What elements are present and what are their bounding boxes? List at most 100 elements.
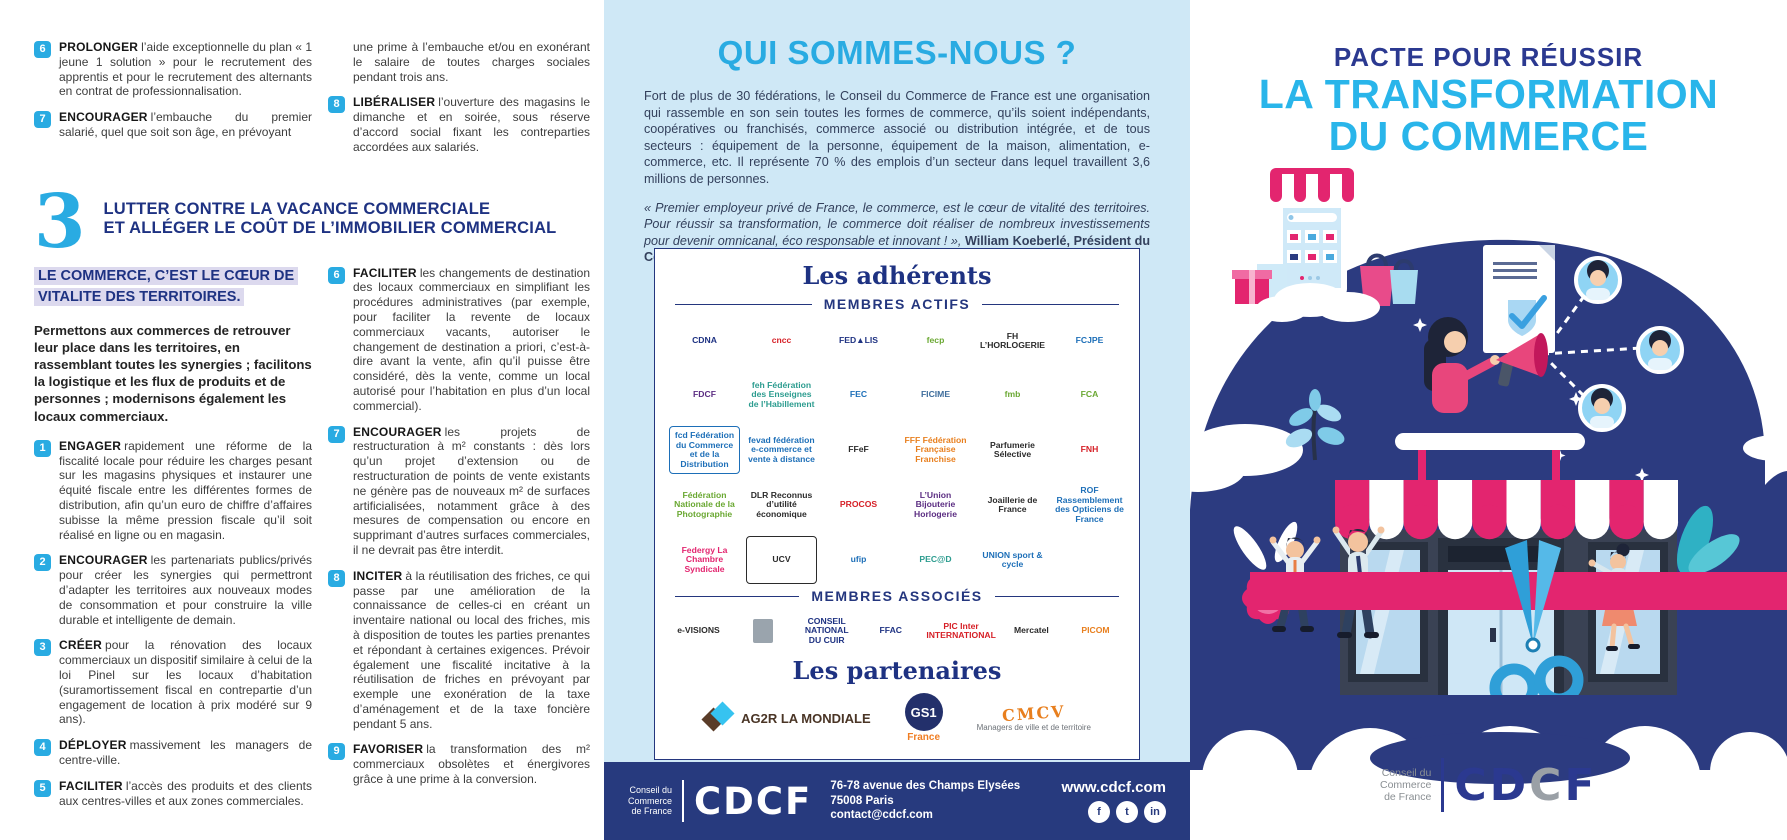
logo-federgy: Federgy La Chambre Syndicale <box>681 544 728 574</box>
item-number-badge: 2 <box>34 554 51 572</box>
section-title-line1: LUTTER CONTRE LA VACANCE COMMERCIALE <box>103 199 491 218</box>
logo-union-bijouterie-horlogerie: L’Union Bijouterie Horlogerie <box>914 489 957 519</box>
left-panel: 6 PROLONGER l’aide exceptionnelle du plan… <box>0 0 604 840</box>
cdcf-footer-logo: Conseil du Commerce de France CDCF <box>628 780 812 823</box>
emblem-icon <box>752 619 773 643</box>
ag2r-diamond-icon <box>701 701 735 733</box>
logo-divider-bar <box>682 780 685 822</box>
avatar-bubble <box>1578 384 1626 432</box>
leaves-icon <box>1676 505 1740 575</box>
logo-fcjpe: FCJPE <box>1075 335 1104 346</box>
address-line: 76-78 avenue des Champs Elysées <box>830 780 1021 793</box>
address-line: 75008 Paris <box>830 794 894 807</box>
logo-fdcf: FDCF <box>693 389 716 400</box>
cloud <box>1743 435 1787 461</box>
navy-cloud-bump <box>1370 732 1630 784</box>
highlight-statement: LE COMMERCE, C’EST LE CŒUR DE VITALITE D… <box>34 266 299 306</box>
logo-pic-international: PIC Inter INTERNATIONAL <box>926 620 996 640</box>
twitter-icon[interactable]: t <box>1116 801 1138 823</box>
measure-item-5: 5 FACILITER l’accès des produits et des c… <box>34 779 312 809</box>
measure-text: FACILITER l’accès des produits et des cli… <box>59 778 312 808</box>
dashed-connectors <box>1540 287 1643 402</box>
cdcf-org-name: Conseil du Commerce de France <box>628 785 673 817</box>
president-quote: « Premier employeur privé de France, le … <box>644 200 1150 266</box>
measure-item-7b: 7 ENCOURAGER les projets de restructurati… <box>328 425 590 558</box>
active-members-grid: CDNA cncc FED▲LIS fecp FH L’HORLOGERIE F… <box>669 318 1125 584</box>
logo-union-sport-cycle: UNION sport & cycle <box>982 549 1043 569</box>
measure-text: ENCOURAGER l’embauche du premier salarié,… <box>59 110 312 139</box>
logo-fedalis: FED▲LIS <box>838 335 879 346</box>
who-are-we-paragraph: Fort de plus de 30 fédérations, le Conse… <box>644 89 1150 186</box>
logo-conseil-national-cuir: CONSEIL NATIONAL DU CUIR <box>804 615 849 645</box>
cloud <box>1190 444 1246 492</box>
logo-fh-horlogerie: FH L’HORLOGERIE <box>980 330 1045 350</box>
avatar-bubble <box>1636 326 1684 374</box>
store-awning-icon <box>1335 480 1679 540</box>
address-block: 76-78 avenue des Champs Elysées 75008 Pa… <box>830 779 1020 823</box>
right-panel: PACTE POUR RÉUSSIR LA TRANSFORMATION DU … <box>1190 0 1787 840</box>
section-number: 3 <box>34 178 86 265</box>
avatar-bubble <box>1574 256 1622 304</box>
linkedin-icon[interactable]: in <box>1144 801 1166 823</box>
cover-title-block: PACTE POUR RÉUSSIR LA TRANSFORMATION DU … <box>1190 42 1787 157</box>
cloud <box>1256 283 1380 322</box>
measure-item-7: 7 ENCOURAGER l’embauche du premier salari… <box>34 110 312 140</box>
logo-cmcv: CMCV Managers de ville et de territoire <box>976 701 1091 732</box>
storefront-illustration <box>1190 168 1787 840</box>
logo-ufip: ufip <box>850 554 867 565</box>
item-number-badge: 7 <box>328 425 345 443</box>
website-url[interactable]: www.cdcf.com <box>1061 779 1166 796</box>
item-number-badge: 9 <box>328 743 345 761</box>
measure-text: FAVORISER la transformation des m² commer… <box>353 742 590 787</box>
logo-cdna: CDNA <box>692 335 717 346</box>
contact-footer: Conseil du Commerce de France CDCF 76-78… <box>604 762 1190 840</box>
measure-text: DÉPLOYER massivement les managers de cent… <box>59 738 312 767</box>
logo-fn-photographie: Fédération Nationale de la Photographie <box>674 489 735 519</box>
measure-text: INCITER à la réutilisation des friches, c… <box>353 568 590 731</box>
logo-pecad: PEC@D <box>919 554 952 565</box>
measure-item-4: 4 DÉPLOYER massivement les managers de ce… <box>34 738 312 768</box>
logo-fcd: fcd Fédération du Commerce et de la Dist… <box>669 426 740 474</box>
logo-ficime: FICIME <box>920 389 951 400</box>
adherents-title: Les adhérents <box>802 261 992 290</box>
item-number-badge: 6 <box>328 266 345 284</box>
cover-title-line1: LA TRANSFORMATION <box>1258 71 1719 117</box>
item-number-badge: 8 <box>328 96 345 114</box>
item-number-badge: 5 <box>34 779 51 797</box>
logo-fca: FCA <box>1080 389 1099 400</box>
logo-fecp: fecp <box>926 335 945 346</box>
social-icons: f t in <box>1062 801 1166 823</box>
associate-members-grid: e-VISIONS CONSEIL NATIONAL DU CUIR FFAC … <box>669 610 1125 652</box>
contact-email[interactable]: contact@cdcf.com <box>830 809 933 822</box>
logo-procos: PROCOS <box>839 499 878 510</box>
scissors-icon <box>1489 540 1584 713</box>
logo-ucv: UCV <box>746 536 817 584</box>
cover-kicker: PACTE POUR RÉUSSIR <box>1333 42 1644 72</box>
logo-parfumerie-selective: Parfumerie Sélective <box>990 439 1035 459</box>
membres-associes-divider: MEMBRES ASSOCIÉS <box>675 588 1119 604</box>
measure-text: LIBÉRALISER l’ouverture des magasins le d… <box>353 95 590 154</box>
cdcf-org-name: Conseil du Commerce de France <box>1380 767 1432 803</box>
logo-dlr: DLR Reconnus d’utilité économique <box>750 489 813 519</box>
cdcf-wordmark: CDCF <box>694 779 813 823</box>
members-card: Les adhérents MEMBRES ACTIFS CDNA cncc F… <box>654 248 1140 760</box>
measure-text: ENGAGER rapidement une réforme de la fisc… <box>59 438 312 542</box>
measure-item-1: 1 ENGAGER rapidement une réforme de la fi… <box>34 439 312 543</box>
logo-feh: feh Fédération des Enseignes de l’Habill… <box>748 379 815 409</box>
item-number-badge: 7 <box>34 111 51 129</box>
section-title-line2: ET ALLÉGER LE COÛT DE L’IMMOBILIER COMME… <box>103 218 557 237</box>
cloud <box>1683 240 1737 260</box>
item-number-badge: 3 <box>34 639 51 657</box>
logo-divider-bar <box>1441 758 1445 812</box>
document-check-icon <box>1483 245 1555 353</box>
facebook-icon[interactable]: f <box>1088 801 1110 823</box>
cover-title-line2: DU COMMERCE <box>1328 113 1649 159</box>
measure-text: CRÉER pour la rénovation des locaux comme… <box>59 638 312 727</box>
item-number-badge: 8 <box>328 569 345 587</box>
measure-7-continuation: une prime à l’embauche et/ou en exonéran… <box>353 40 590 84</box>
item-number-badge: 4 <box>34 739 51 757</box>
section-intro: Permettons aux commerces de retrouver le… <box>34 322 312 424</box>
measure-item-6b: 6 FACILITER les changements de destinatio… <box>328 266 590 414</box>
announcer-woman <box>1424 317 1500 413</box>
